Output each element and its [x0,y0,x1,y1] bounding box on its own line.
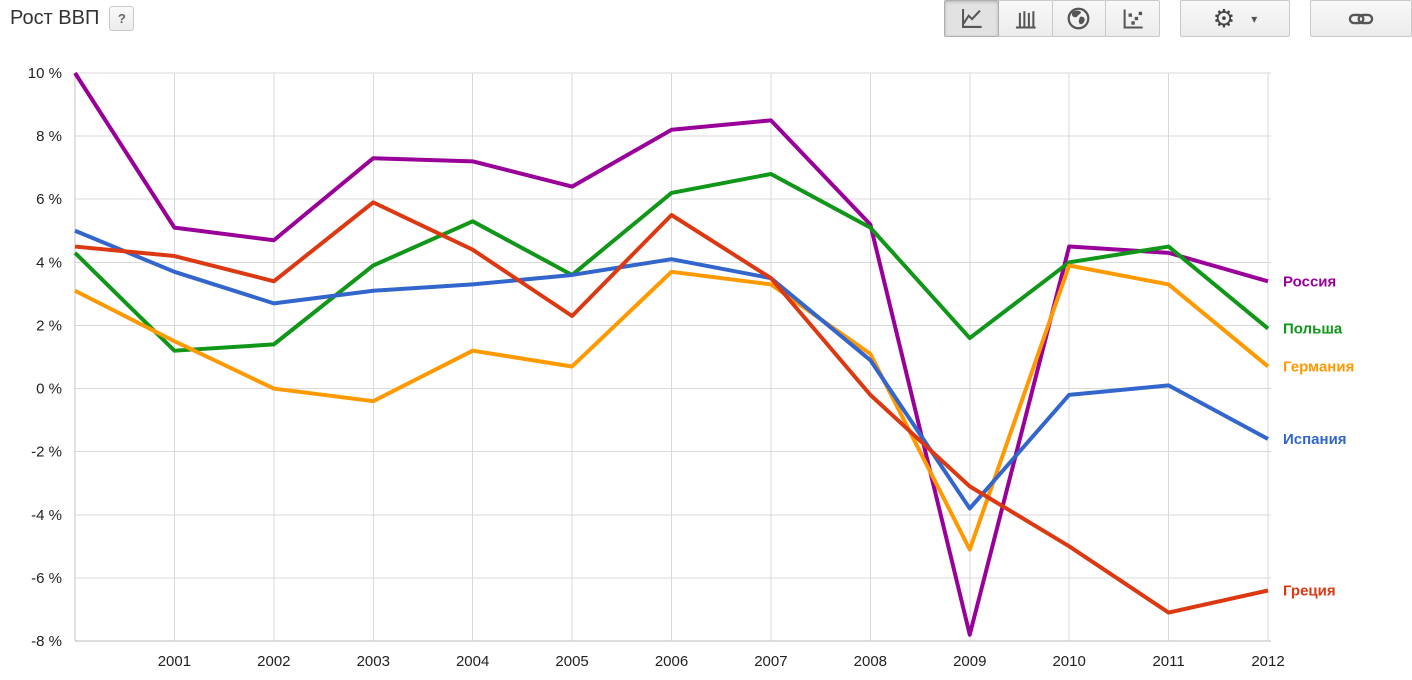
x-axis-tick-label: 2003 [357,653,390,670]
x-axis-tick-label: 2006 [655,653,688,670]
x-axis-tick-label: 2005 [555,653,588,670]
map-chart-button[interactable] [1051,0,1107,37]
y-axis-tick-label: -4 % [31,507,62,524]
x-axis-tick-label: 2008 [854,653,887,670]
caret-down-icon: ▾ [1251,11,1258,26]
y-axis-tick-label: 2 % [36,317,62,334]
gear-icon: ⚙ [1212,4,1236,33]
y-axis-tick-label: 10 % [28,65,62,82]
scatter-chart-button[interactable] [1105,0,1160,37]
y-axis-tick-label: -2 % [31,444,62,461]
x-axis-tick-label: 2011 [1152,653,1184,670]
series-label-2[interactable]: Германия [1283,358,1354,375]
globe-map-icon [1067,7,1090,30]
x-axis-tick-label: 2009 [953,653,986,670]
y-axis-tick-label: -8 % [31,633,62,650]
line-chart-button[interactable] [944,0,999,37]
link-icon [1348,13,1374,24]
x-axis-tick-label: 2001 [158,653,191,670]
scatter-chart-icon [1123,9,1143,29]
page-title: Рост ВВП [10,7,100,29]
y-axis-tick-label: -6 % [31,570,62,587]
x-axis-tick-label: 2012 [1251,653,1284,670]
series-label-1[interactable]: Польша [1283,321,1343,338]
y-axis-tick-label: 0 % [36,381,62,398]
x-axis-tick-label: 2010 [1052,653,1085,670]
bar-chart-button[interactable] [997,0,1053,37]
x-axis-tick-label: 2004 [456,653,489,670]
series-line-3[interactable] [74,228,1269,511]
x-axis-tick-label: 2007 [754,653,787,670]
question-mark-icon: ? [117,11,126,26]
x-axis-tick-label: 2002 [257,653,290,670]
series-line-1[interactable] [73,171,1270,353]
series-label-3[interactable]: Испания [1283,431,1347,448]
help-button[interactable]: ? [109,6,135,31]
title-wrap: Рост ВВП ? [10,6,135,31]
settings-button[interactable]: ⚙ ▾ [1180,0,1290,37]
series-label-0[interactable]: Россия [1283,273,1336,290]
series-line-0[interactable] [73,71,1269,637]
toolbar: ⚙ ▾ [944,0,1412,37]
line-chart-icon [961,8,982,28]
bar-chart-icon [1015,11,1036,29]
y-axis-tick-label: 8 % [36,128,62,145]
share-link-button[interactable] [1310,0,1412,37]
series-line-4[interactable] [74,200,1269,615]
y-axis-tick-label: 4 % [36,254,62,271]
y-axis-tick-label: 6 % [36,191,62,208]
chart-type-switcher [944,0,1160,37]
header: Рост ВВП ? [0,0,1412,46]
series-line-2[interactable] [74,263,1270,552]
series-label-4[interactable]: Греция [1283,583,1336,600]
